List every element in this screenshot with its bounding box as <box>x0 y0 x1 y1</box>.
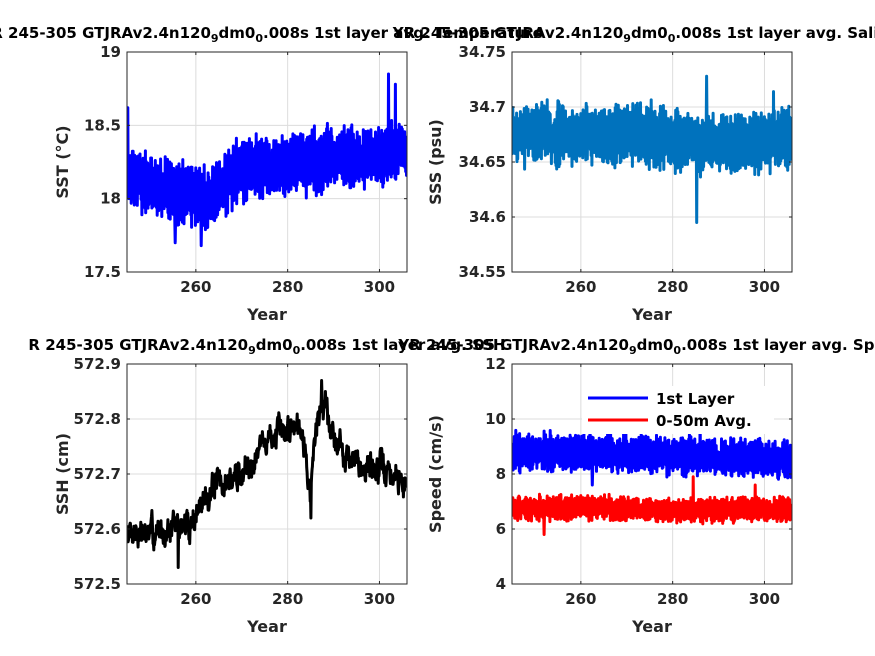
x-tick-label: 300 <box>364 278 395 296</box>
y-tick-label: 572.7 <box>74 465 121 483</box>
x-tick-label: 280 <box>657 278 688 296</box>
x-tick-label: 280 <box>272 278 303 296</box>
y-tick-label: 17.5 <box>84 263 121 281</box>
series-line-1 <box>512 74 792 224</box>
chart-title: YR 245-305 GTJRAv2.4n1209dm00.008s 1st l… <box>392 24 875 45</box>
y-tick-label: 18.5 <box>84 116 121 134</box>
x-tick-label: 260 <box>180 590 211 608</box>
chart-panel-3: 260 280 300 572.5 572.6 572.7 572.8 572.9 Year SS… <box>28 336 505 636</box>
chart-panel-4: 260 280 300 4 6 8 10 12 Year Speed (cm/s) YR 245-3… <box>397 336 875 636</box>
chart-panel-2: 260 280 300 34.55 34.6 34.65 34.7 34.75 Year SSS … <box>392 24 875 324</box>
x-tick-label: 300 <box>749 278 780 296</box>
chart-title: YR 245-305 GTJRAv2.4n1209dm00.008s 1st l… <box>397 336 875 357</box>
y-tick-label: 10 <box>485 410 506 428</box>
y-tick-label: 34.75 <box>459 43 506 61</box>
y-axis-label: SST (°C) <box>53 125 72 198</box>
y-tick-label: 34.7 <box>469 98 506 116</box>
y-tick-label: 8 <box>496 465 506 483</box>
y-axis-label: SSS (psu) <box>426 119 445 205</box>
x-tick-label: 260 <box>565 278 596 296</box>
y-tick-label: 19 <box>100 43 121 61</box>
y-tick-label: 18 <box>100 190 121 208</box>
y-tick-label: 572.5 <box>74 575 121 593</box>
x-tick-label: 300 <box>364 590 395 608</box>
axes-box <box>126 51 408 273</box>
y-tick-label: 12 <box>485 355 506 373</box>
x-tick-label: 260 <box>565 590 596 608</box>
x-tick-label: 280 <box>272 590 303 608</box>
chart-title: R 245-305 GTJRAv2.4n1209dm00.008s 1st la… <box>28 336 505 357</box>
x-axis-label: Year <box>631 617 672 636</box>
chart-panel-1: 260 280 300 17.5 18 18.5 19 Year SST (°C) R 245-3… <box>0 24 543 324</box>
x-tick-label: 280 <box>657 590 688 608</box>
y-axis-label: Speed (cm/s) <box>426 415 445 533</box>
x-axis-label: Year <box>246 305 287 324</box>
x-tick-label: 260 <box>180 278 211 296</box>
y-tick-label: 34.55 <box>459 263 506 281</box>
chart-title: R 245-305 GTJRAv2.4n1209dm00.008s 1st la… <box>0 24 543 45</box>
x-axis-label: Year <box>246 617 287 636</box>
series-line-2 <box>512 475 792 536</box>
legend-label: 1st Layer <box>656 390 735 408</box>
legend-label: 0-50m Avg. <box>656 412 752 430</box>
legend: 1st Layer 0-50m Avg. <box>582 386 774 434</box>
series-line-1 <box>512 417 792 487</box>
series-line-1 <box>127 379 407 569</box>
y-tick-label: 34.6 <box>469 208 506 226</box>
y-tick-label: 34.65 <box>459 153 506 171</box>
y-axis-label: SSH (cm) <box>53 433 72 515</box>
y-tick-label: 4 <box>496 575 506 593</box>
y-tick-label: 6 <box>496 520 506 538</box>
y-tick-label: 572.9 <box>74 355 121 373</box>
x-axis-label: Year <box>631 305 672 324</box>
series-line-1 <box>127 72 407 248</box>
y-tick-label: 572.8 <box>74 410 121 428</box>
y-tick-label: 572.6 <box>74 520 121 538</box>
x-tick-label: 300 <box>749 590 780 608</box>
